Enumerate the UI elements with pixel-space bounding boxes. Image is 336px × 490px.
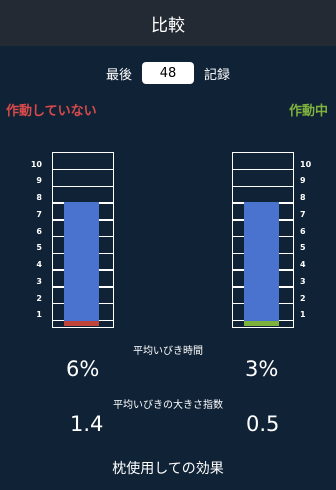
y-axis-ticks-right: 10 9 8 7 6 5 4 3 2 1 bbox=[300, 152, 320, 328]
y-tick-label: 8 bbox=[36, 193, 42, 203]
y-tick-label: 10 bbox=[30, 159, 42, 169]
bar-base-right bbox=[244, 321, 279, 326]
footer-caption: 枕使用しての効果 bbox=[112, 461, 224, 477]
avg-snore-volume-inactive-value: 1.4 bbox=[70, 412, 104, 436]
y-tick-label: 3 bbox=[300, 276, 306, 286]
avg-snore-volume-label: 平均いびきの大きさ指数 bbox=[113, 400, 223, 411]
y-tick-label: 2 bbox=[300, 293, 306, 303]
chart-inactive bbox=[52, 152, 114, 328]
y-tick-label: 3 bbox=[36, 276, 42, 286]
y-axis-ticks-left: 10 9 8 7 6 5 4 3 2 1 bbox=[30, 152, 50, 328]
record-prefix-label: 最後 bbox=[105, 67, 132, 83]
y-tick-label: 5 bbox=[36, 243, 42, 253]
avg-snore-time-inactive-value: 6% bbox=[66, 357, 100, 381]
avg-snore-time-label: 平均いびき時間 bbox=[133, 346, 203, 357]
y-tick-label: 7 bbox=[300, 209, 306, 219]
bar-base-left bbox=[64, 321, 99, 326]
y-tick-label: 10 bbox=[300, 159, 312, 169]
y-tick-label: 9 bbox=[300, 176, 306, 186]
header-bar: 比較 bbox=[0, 0, 336, 46]
bar-left bbox=[64, 201, 99, 326]
y-tick-label: 1 bbox=[36, 310, 42, 320]
y-tick-label: 4 bbox=[300, 260, 306, 270]
y-tick-label: 6 bbox=[36, 226, 42, 236]
record-selector: 最後 記録 bbox=[0, 60, 336, 86]
y-tick-label: 8 bbox=[300, 193, 306, 203]
bar-right bbox=[244, 201, 279, 326]
y-tick-label: 5 bbox=[300, 243, 306, 253]
y-tick-label: 1 bbox=[300, 310, 306, 320]
y-tick-label: 4 bbox=[36, 260, 42, 270]
record-count-input[interactable] bbox=[142, 62, 194, 84]
record-suffix-label: 記録 bbox=[204, 67, 231, 83]
y-tick-label: 6 bbox=[300, 226, 306, 236]
grid-line bbox=[53, 185, 113, 188]
y-tick-label: 7 bbox=[36, 209, 42, 219]
avg-snore-volume-active-value: 0.5 bbox=[246, 412, 280, 436]
grid-line bbox=[233, 185, 293, 188]
status-active-label: 作動中 bbox=[288, 104, 328, 119]
status-inactive-label: 作動していない bbox=[6, 104, 97, 119]
grid-line bbox=[233, 168, 293, 171]
y-tick-label: 9 bbox=[36, 176, 42, 186]
page-title: 比較 bbox=[151, 15, 185, 36]
chart-active bbox=[232, 152, 294, 328]
avg-snore-time-active-value: 3% bbox=[245, 357, 279, 381]
y-tick-label: 2 bbox=[36, 293, 42, 303]
grid-line bbox=[53, 168, 113, 171]
